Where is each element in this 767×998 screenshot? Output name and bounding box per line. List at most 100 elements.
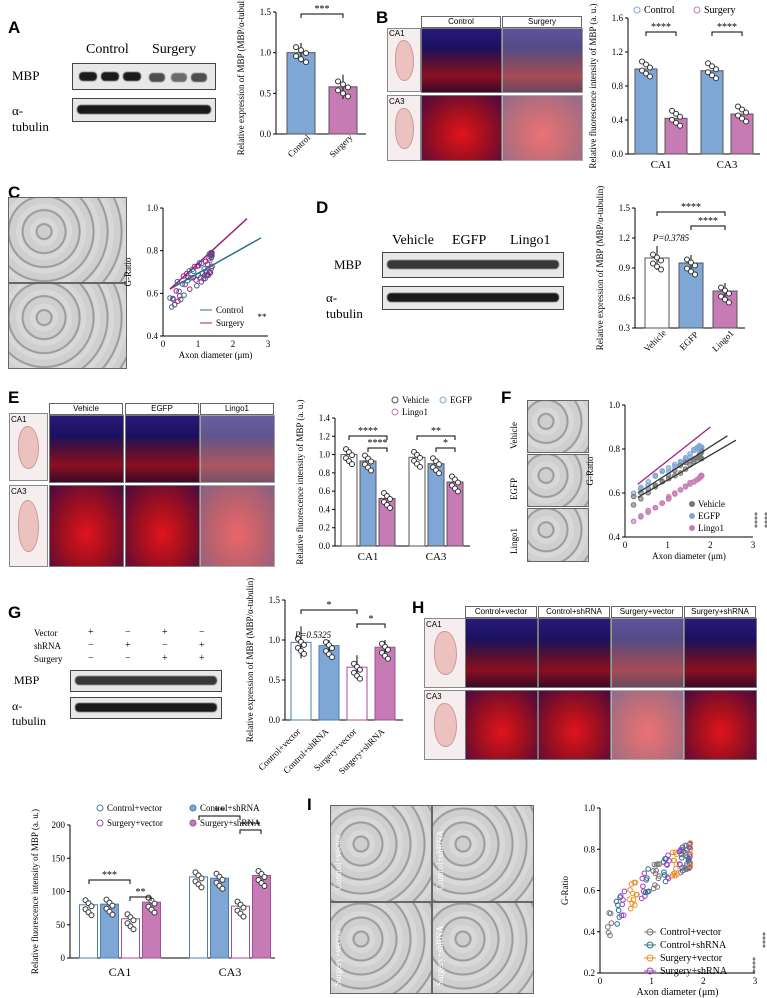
chart-e-bar — [359, 460, 377, 547]
chart-e-dot — [436, 461, 442, 468]
chart-d-bracket — [656, 211, 726, 216]
chart-f-ytick-label: 0.6 — [609, 488, 621, 498]
chart-f-point — [638, 514, 644, 520]
chart-h-ylabel: Relative fluorescence intensity of MBP (… — [30, 809, 40, 974]
chart-g-ytick-label: 1.0 — [269, 635, 281, 645]
chart-f-legend-marker — [689, 501, 695, 507]
chart-e-sig: ** — [431, 426, 441, 437]
chart-i-legend-label: Control+vector — [660, 927, 722, 938]
chart-f-fit — [637, 439, 737, 498]
blot-g-sign: + — [199, 640, 205, 651]
chart-c-xtick-label: 3 — [266, 339, 271, 349]
chart-d-dot — [718, 284, 724, 291]
chart-d-ytick-label: 0.6 — [619, 293, 631, 303]
chart-i-point — [666, 857, 672, 864]
chart-c-point — [170, 296, 177, 303]
chart-i-point — [669, 872, 676, 879]
b-col-surgery: Surgery — [502, 16, 582, 28]
chart-h-ytick-label: 150 — [52, 853, 66, 863]
chart-h-legend-marker — [96, 819, 104, 827]
chart-i-point — [607, 932, 613, 939]
chart-a-dot — [345, 93, 351, 100]
chart-a-ytick-label: 1.0 — [260, 48, 272, 58]
chart-g-ytick-label: 1.5 — [269, 595, 281, 605]
chart-i-point — [680, 849, 686, 855]
chart-c-point — [174, 278, 181, 285]
chart-g-ytick-label: 0.5 — [269, 675, 281, 685]
chart-h-ytick-label: 100 — [52, 887, 66, 897]
chart-e-ytick-label: 1.2 — [319, 431, 330, 441]
chart-f-xlabel: Axon diameter (μm) — [652, 551, 726, 561]
chart-d-ytick-label: 0.9 — [619, 263, 631, 273]
chart-e-legend-label: Vehicle — [402, 395, 429, 405]
chart-f-point — [652, 473, 659, 479]
chart-a-ytick-label: 0.5 — [260, 88, 272, 98]
chart-b-dot — [713, 66, 719, 73]
chart-d-sig: **** — [698, 216, 718, 227]
chart-b-dot — [643, 61, 649, 68]
chart-i-point — [632, 879, 639, 886]
h-col-2: Control+shRNA — [538, 606, 610, 618]
chart-h-legend-label: Surgery+shRNA — [200, 818, 261, 828]
chart-e-ytick-label: 0.6 — [319, 486, 331, 496]
h-row-ca3: CA3 — [426, 692, 442, 701]
e-image-egfp-ca1 — [125, 415, 200, 483]
chart-c-point — [206, 251, 213, 257]
chart-h-ytick-label: 50 — [56, 920, 66, 930]
chart-a-bracket — [300, 13, 344, 18]
f-em-lingo1 — [527, 508, 589, 562]
blot-a-group-surgery: Surgery — [152, 42, 197, 57]
chart-a-dot — [303, 50, 309, 57]
chart-i-point — [661, 872, 668, 878]
chart-d-dot — [650, 251, 656, 258]
blot-g-sign: − — [199, 627, 205, 638]
i-em-3 — [330, 902, 432, 994]
chart-b-legend-label: Control — [644, 5, 675, 16]
chart-i-point — [676, 861, 683, 867]
chart-d-dot — [726, 290, 732, 297]
chart-e-ylabel: Relative fluorescence intensity of MBP (… — [295, 399, 305, 564]
chart-c-xtick-label: 2 — [231, 339, 236, 349]
chart-d-ytick-label: 1.5 — [619, 203, 631, 213]
chart-i-xtick-label: 0 — [598, 976, 603, 986]
chart-f-legend-marker — [689, 513, 695, 519]
blot-g-row-mbp: MBP — [14, 673, 40, 687]
b-image-control-ca1 — [421, 28, 502, 93]
blot-g-sign: + — [125, 640, 131, 651]
h-image-2-ca1 — [538, 618, 611, 688]
f-em-vehicle — [527, 400, 589, 453]
chart-h-dot — [109, 911, 116, 918]
chart-i-point — [627, 887, 633, 893]
chart-d-dot — [718, 293, 724, 300]
chart-h-bracket — [88, 879, 131, 884]
i-em-2 — [432, 805, 534, 902]
chart-c-ytick-label: 0.8 — [147, 246, 159, 256]
chart-e-dot — [387, 495, 393, 502]
chart-i-point — [664, 862, 670, 868]
chart-b-sig: **** — [717, 22, 737, 33]
chart-a-dot — [340, 90, 346, 97]
chart-f-ylabel: G-Ratio — [585, 456, 595, 485]
chart-a-sig: *** — [315, 4, 330, 15]
chart-a-dot — [293, 53, 299, 60]
chart-i-point — [605, 929, 612, 936]
chart-h-dot — [88, 903, 95, 910]
chart-f-legend-label: Vehicle — [698, 499, 725, 509]
chart-c-legend-label: Control — [216, 305, 244, 315]
b-image-control-ca3 — [421, 95, 502, 161]
chart-e-ytick-label: 0.4 — [319, 504, 331, 514]
chart-b-bracket — [645, 31, 677, 36]
chart-i-ytick-label: 0.8 — [584, 844, 596, 854]
chart-d-dot — [692, 271, 698, 278]
chart-c-point — [181, 292, 187, 298]
chart-d-bar — [678, 262, 704, 329]
chart-f-point — [630, 493, 637, 500]
chart-i-point — [629, 900, 635, 907]
chart-h-dot — [219, 885, 226, 892]
chart-c-point — [198, 279, 205, 285]
c-em-control — [8, 197, 127, 283]
chart-a-ytick-label: 0.0 — [260, 129, 272, 139]
chart-e-bracket — [416, 435, 456, 440]
chart-h-dot — [109, 902, 116, 909]
chart-i-point — [620, 897, 626, 903]
